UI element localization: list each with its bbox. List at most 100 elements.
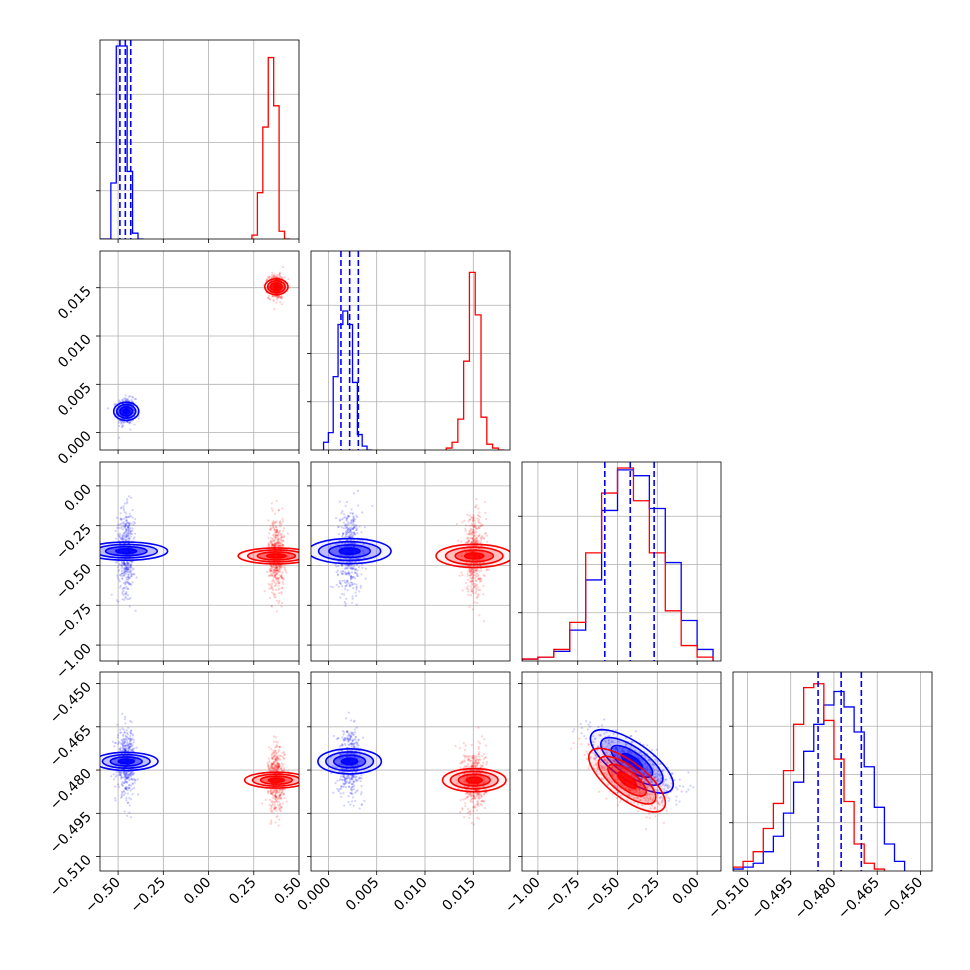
sample-point xyxy=(276,566,279,569)
sample-point xyxy=(275,757,278,760)
sample-point xyxy=(118,568,121,572)
sample-point xyxy=(351,597,354,600)
sample-point xyxy=(131,581,134,584)
sample-point xyxy=(128,566,131,569)
sample-point xyxy=(267,542,270,545)
sample-point xyxy=(355,524,358,527)
sample-point xyxy=(471,577,475,580)
sample-point xyxy=(349,735,352,738)
sample-point xyxy=(124,774,127,777)
sample-point xyxy=(479,524,482,528)
sample-point xyxy=(277,296,280,299)
sample-point xyxy=(349,781,352,784)
sample-point xyxy=(280,294,283,298)
sample-point xyxy=(350,783,354,786)
sample-point xyxy=(278,567,281,570)
sample-point xyxy=(122,574,126,577)
sample-point xyxy=(355,741,358,744)
sample-point xyxy=(129,745,133,748)
sample-point xyxy=(270,572,273,576)
sample-point xyxy=(335,565,338,568)
sample-point xyxy=(126,575,130,579)
sample-point xyxy=(474,763,477,767)
panel-content xyxy=(311,489,510,623)
sample-point xyxy=(125,566,128,569)
sample-point xyxy=(125,562,129,565)
sample-point xyxy=(278,818,281,821)
sample-point xyxy=(131,733,134,736)
sample-point xyxy=(268,760,271,763)
sample-point xyxy=(351,512,355,515)
sample-point xyxy=(117,741,121,744)
sample-point xyxy=(354,518,357,521)
sample-point xyxy=(282,793,285,796)
sample-point xyxy=(274,765,277,768)
sample-point xyxy=(354,728,357,731)
sample-point xyxy=(126,733,129,736)
sample-point xyxy=(464,524,468,527)
sample-point xyxy=(350,776,353,780)
sample-point xyxy=(272,761,275,764)
sample-point xyxy=(480,536,484,539)
sample-point xyxy=(471,590,474,594)
sample-point xyxy=(357,504,360,507)
sample-point xyxy=(477,805,480,808)
sample-point xyxy=(269,569,272,572)
sample-point xyxy=(336,737,340,740)
sample-point xyxy=(269,767,272,770)
sample-point xyxy=(125,516,128,519)
sample-point xyxy=(120,776,123,779)
sample-point xyxy=(125,746,128,750)
sample-point xyxy=(280,522,283,526)
sample-point xyxy=(130,560,133,563)
sample-point xyxy=(349,528,352,531)
sample-point xyxy=(273,797,276,800)
sample-point xyxy=(344,737,347,740)
sample-point xyxy=(473,538,476,541)
sample-point xyxy=(263,590,266,593)
density-series-1 xyxy=(262,265,290,311)
sample-point xyxy=(282,788,285,791)
sample-point xyxy=(275,576,279,579)
sample-point xyxy=(476,575,479,578)
sample-point xyxy=(467,520,470,523)
sample-point xyxy=(473,758,476,762)
sample-point xyxy=(278,764,281,767)
sample-point xyxy=(354,591,357,594)
sample-point xyxy=(354,770,357,774)
sample-point xyxy=(122,740,125,743)
sample-point xyxy=(128,811,131,814)
sample-point xyxy=(274,821,277,824)
sample-point xyxy=(350,778,353,781)
sample-point xyxy=(343,771,346,774)
sample-point xyxy=(273,566,277,569)
sample-point xyxy=(477,541,480,544)
sample-point xyxy=(268,767,271,770)
sample-point xyxy=(357,744,360,747)
sample-point xyxy=(273,275,276,278)
sample-point xyxy=(486,540,489,543)
sample-point xyxy=(280,565,284,568)
sample-point xyxy=(275,541,278,544)
sample-point xyxy=(340,787,343,790)
sample-point xyxy=(129,775,132,778)
sample-point xyxy=(129,570,132,574)
sample-point xyxy=(124,722,127,725)
sample-point xyxy=(471,589,474,592)
sample-point xyxy=(271,766,274,769)
sample-point xyxy=(128,522,131,525)
sample-point xyxy=(132,568,135,571)
sample-point xyxy=(122,517,126,520)
sample-point xyxy=(352,516,355,519)
sample-point xyxy=(268,297,271,301)
sample-point xyxy=(282,539,285,542)
sample-point xyxy=(270,792,274,795)
sample-point xyxy=(127,773,130,776)
sample-point xyxy=(357,739,360,742)
sample-point xyxy=(469,547,472,550)
sample-point xyxy=(466,574,469,577)
sample-point xyxy=(275,582,278,585)
sample-point xyxy=(266,570,269,573)
sample-point xyxy=(276,578,279,581)
sample-point xyxy=(132,741,135,744)
